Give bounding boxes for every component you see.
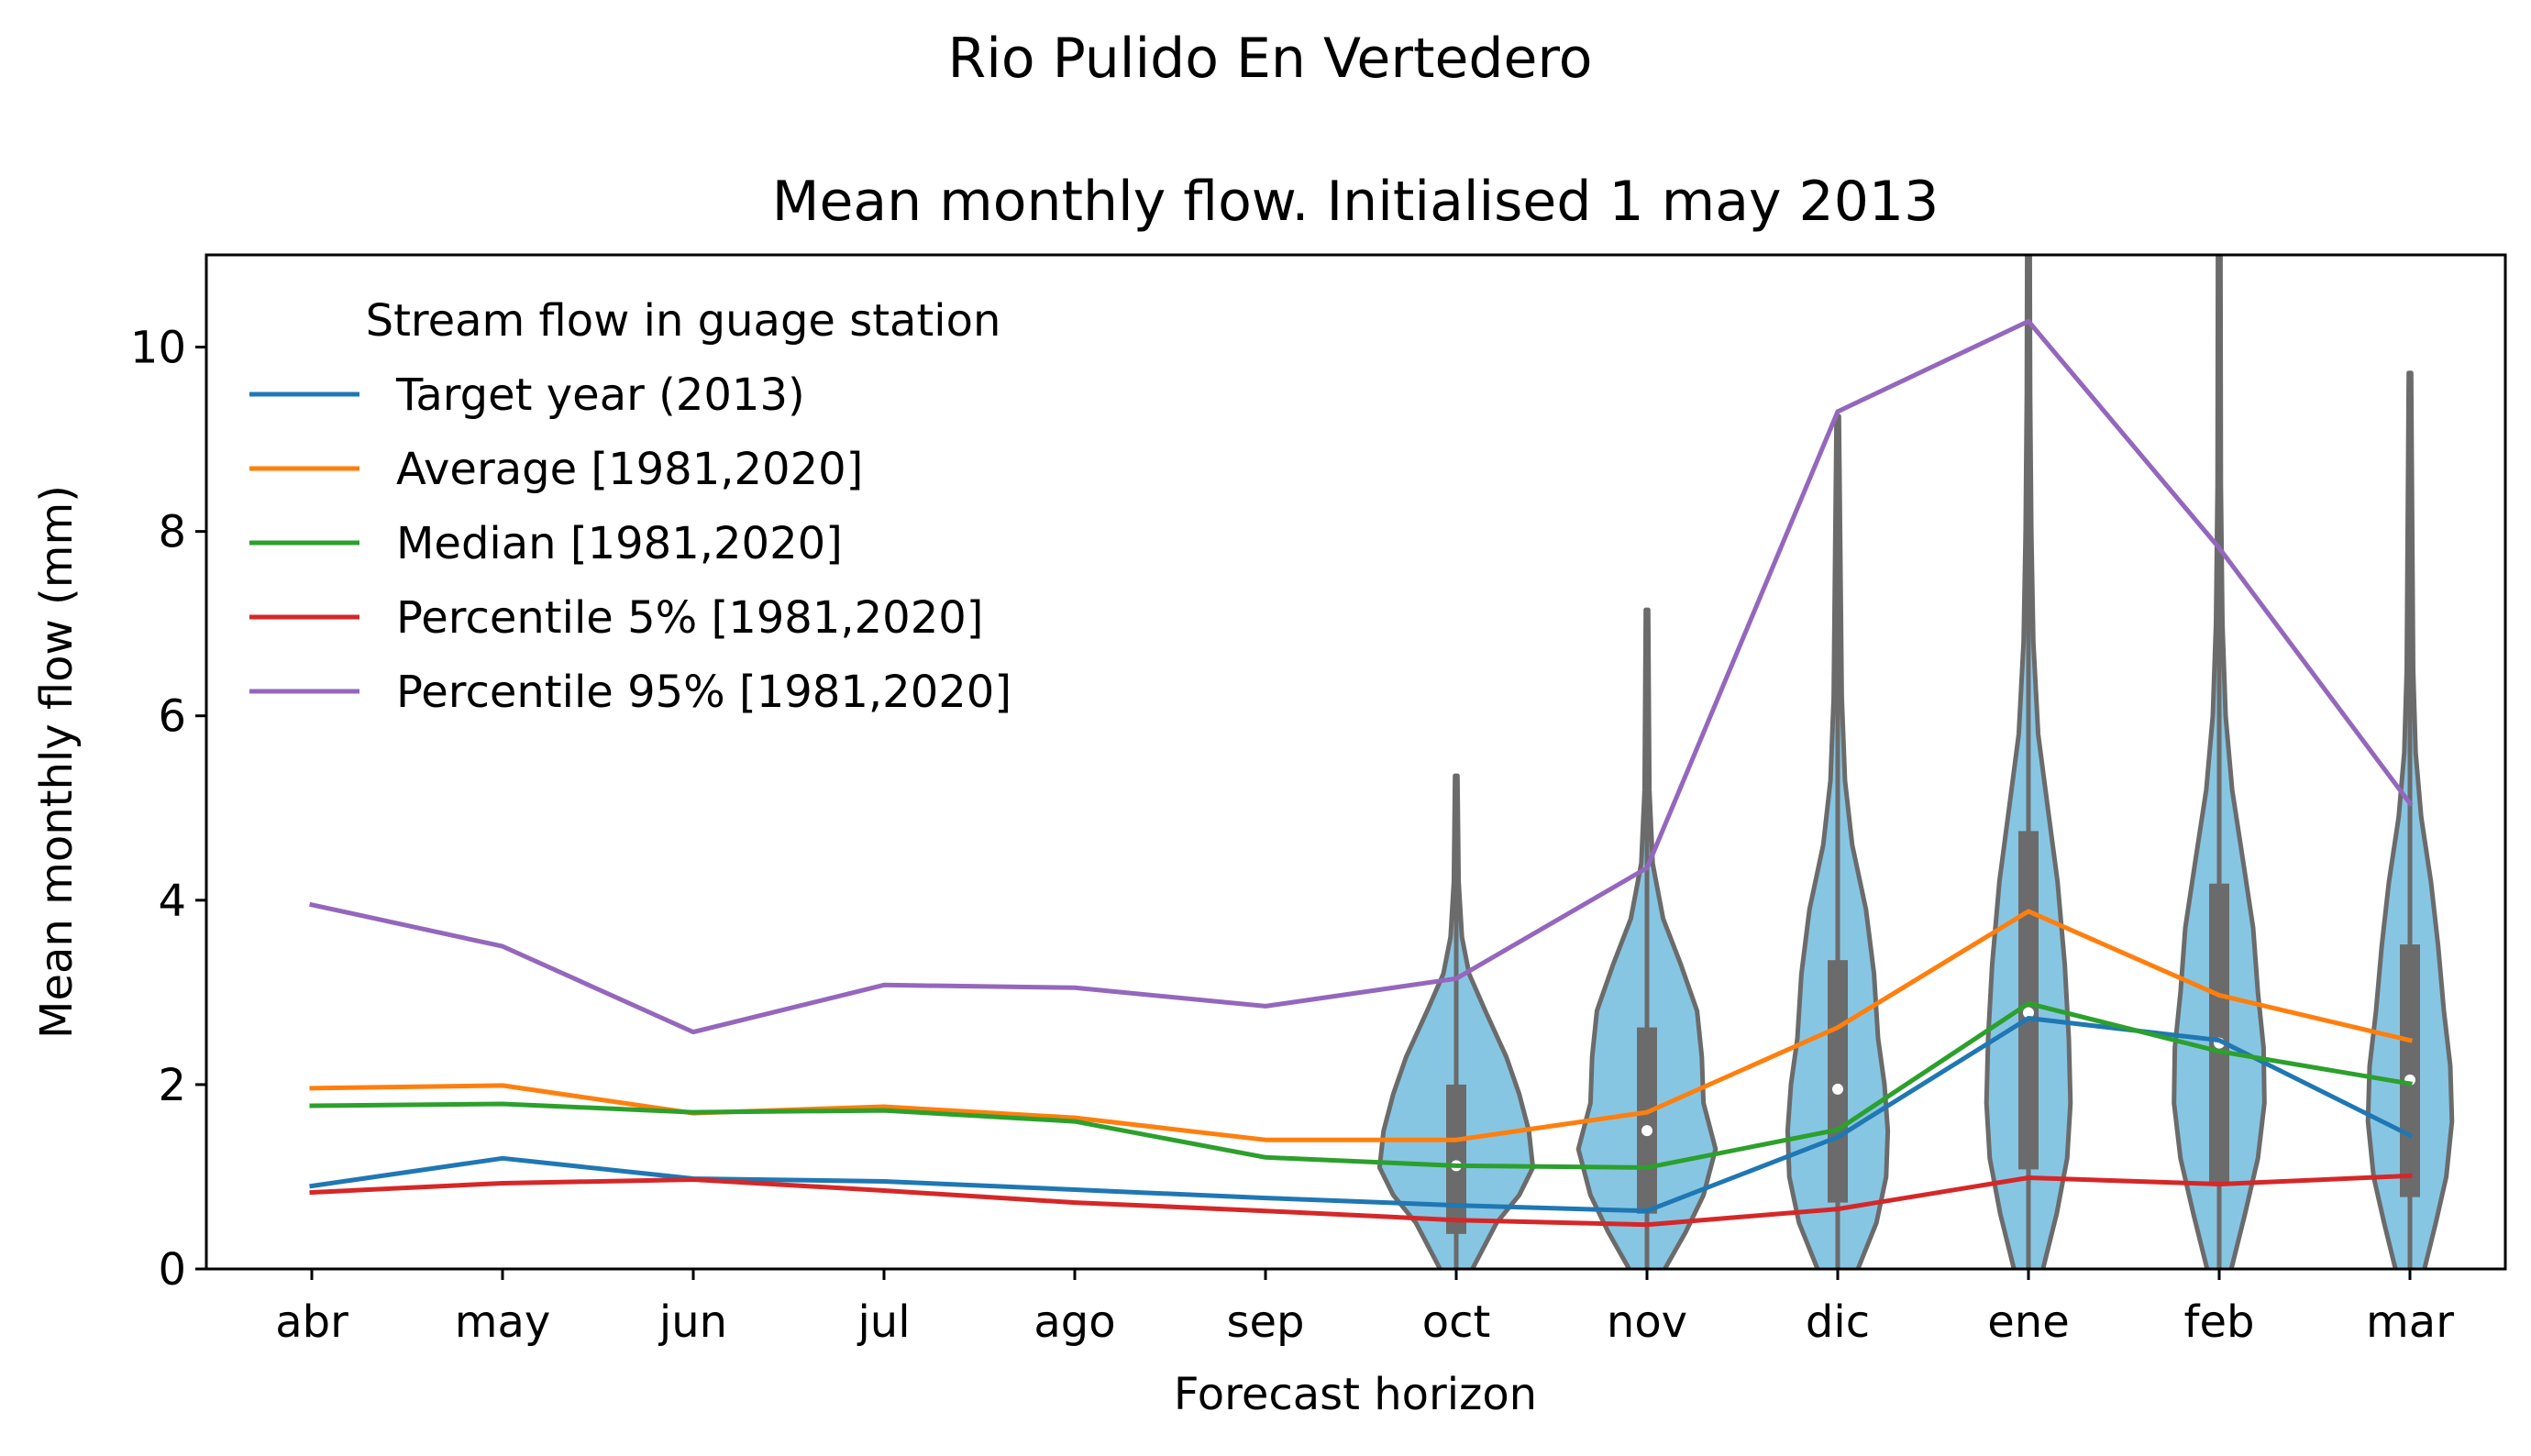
series-line — [309, 318, 2414, 1035]
x-tick-label: feb — [2184, 1296, 2255, 1348]
x-tick-label: jun — [658, 1296, 727, 1348]
series-line — [309, 1000, 2413, 1170]
legend-entry: Percentile 95% [1981,2020] — [396, 667, 1011, 718]
violin-iqr-box — [1446, 1084, 1466, 1234]
violin-median-dot — [1641, 1125, 1652, 1137]
x-tick-label: abr — [275, 1296, 348, 1348]
x-tick-label: ago — [1033, 1296, 1115, 1348]
x-axis-label: Forecast horizon — [1174, 1369, 1537, 1420]
legend-entry: Median [1981,2020] — [396, 518, 843, 569]
chart-title: Mean monthly flow. Initialised 1 may 201… — [772, 170, 1940, 234]
violin-iqr-box — [2018, 831, 2039, 1170]
x-tick-label: mar — [2366, 1296, 2454, 1348]
y-tick-label: 0 — [158, 1244, 186, 1296]
x-tick-label: nov — [1607, 1296, 1687, 1348]
violin-iqr-box — [1637, 1027, 1657, 1214]
x-tick-label: sep — [1226, 1296, 1304, 1348]
legend-entry: Percentile 5% [1981,2020] — [396, 592, 984, 644]
y-tick-label: 6 — [158, 691, 186, 743]
violin-layer — [1376, 255, 2455, 1269]
legend-entry: Average [1981,2020] — [396, 444, 863, 495]
legend-title: Stream flow in guage station — [366, 295, 1001, 347]
violin-median-dot — [1832, 1083, 1843, 1095]
series-line — [309, 909, 2414, 1142]
x-tick-label: ene — [1987, 1296, 2069, 1348]
axes-layer: abr may jun jul ago sep oct nov dic ene feb mar 0 2 4 6… — [130, 323, 2454, 1348]
y-tick-label: 4 — [158, 876, 186, 927]
y-tick-label: 8 — [158, 507, 186, 558]
series-line — [309, 1016, 2414, 1214]
x-tick-label: jul — [857, 1296, 910, 1348]
y-tick-label: 10 — [130, 323, 186, 374]
line-layer — [309, 318, 2414, 1228]
violin-median-dot — [2023, 1007, 2034, 1019]
violin-iqr-box — [2209, 883, 2229, 1185]
x-tick-label: dic — [1806, 1296, 1870, 1348]
suptitle: Rio Pulido En Vertedero — [948, 27, 1593, 91]
legend: Stream flow in guage station Target year… — [249, 295, 1011, 718]
violin-iqr-box — [2400, 944, 2420, 1197]
x-tick-label: oct — [1422, 1296, 1491, 1348]
y-tick-label: 2 — [158, 1060, 186, 1111]
plot-frame — [204, 253, 2507, 1271]
y-axis-label: Mean monthly flow (mm) — [31, 485, 83, 1039]
x-tick-label: may — [455, 1296, 551, 1348]
violin-iqr-box — [1828, 960, 1848, 1203]
legend-entry: Target year (2013) — [395, 370, 805, 421]
series-line — [309, 1173, 2413, 1228]
